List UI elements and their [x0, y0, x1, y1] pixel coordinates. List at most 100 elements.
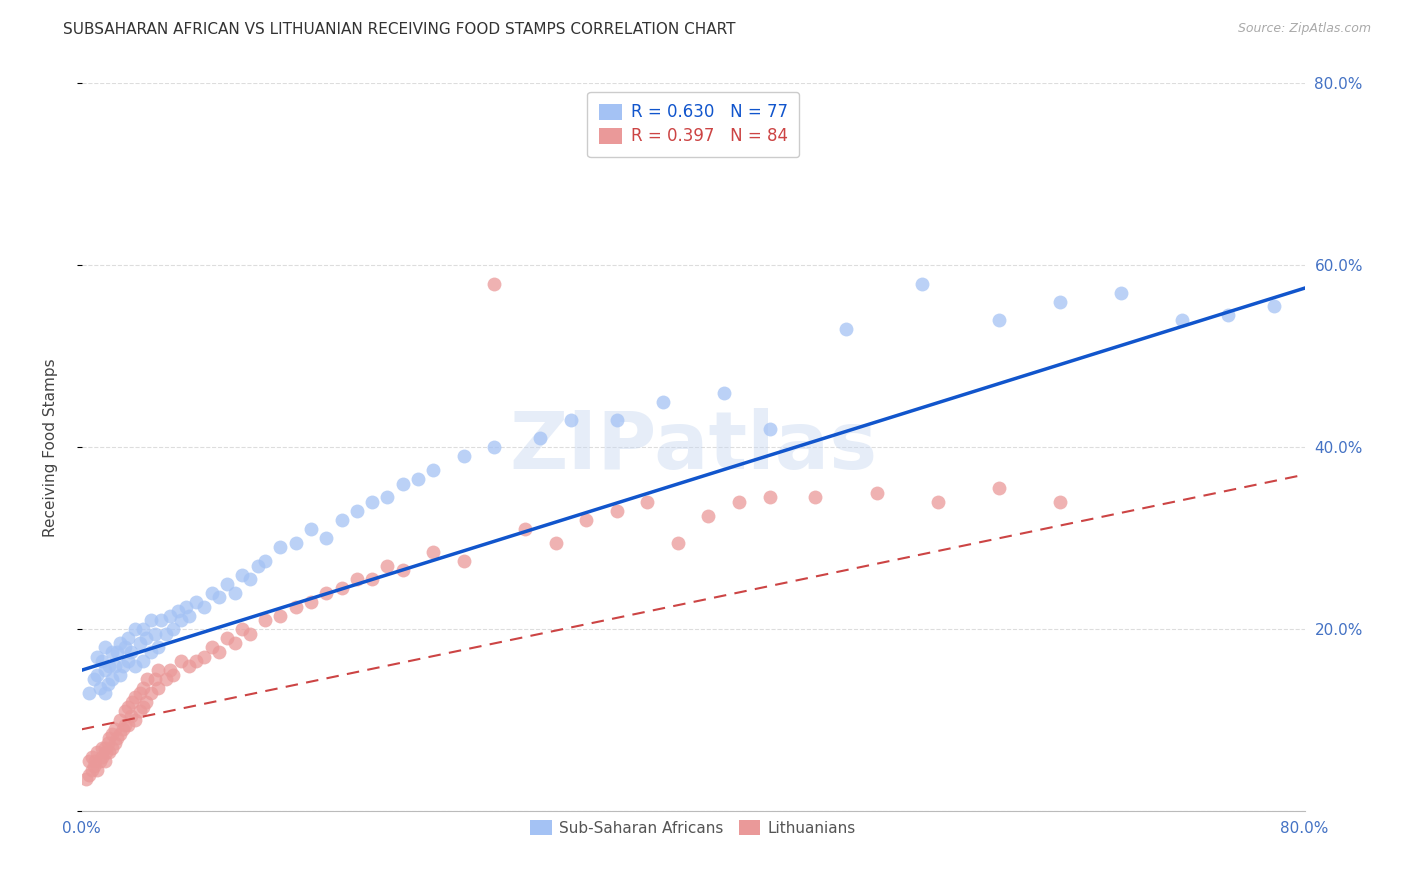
Point	[162, 667, 184, 681]
Point	[215, 632, 238, 646]
Point	[132, 654, 155, 668]
Point	[93, 686, 115, 700]
Point	[193, 649, 215, 664]
Point	[117, 718, 139, 732]
Point	[927, 495, 949, 509]
Point	[104, 723, 127, 737]
Point	[155, 673, 177, 687]
Point	[98, 731, 121, 746]
Point	[254, 554, 277, 568]
Point	[128, 704, 150, 718]
Point	[105, 731, 128, 746]
Point	[132, 681, 155, 696]
Point	[835, 322, 858, 336]
Point	[146, 663, 169, 677]
Point	[90, 654, 112, 668]
Point	[269, 541, 291, 555]
Point	[330, 513, 353, 527]
Text: SUBSAHARAN AFRICAN VS LITHUANIAN RECEIVING FOOD STAMPS CORRELATION CHART: SUBSAHARAN AFRICAN VS LITHUANIAN RECEIVI…	[63, 22, 735, 37]
Point	[86, 667, 108, 681]
Point	[728, 495, 751, 509]
Point	[124, 622, 146, 636]
Point	[231, 567, 253, 582]
Point	[606, 413, 628, 427]
Point	[177, 658, 200, 673]
Point	[146, 640, 169, 655]
Point	[86, 764, 108, 778]
Point	[114, 718, 136, 732]
Point	[377, 558, 399, 573]
Point	[231, 622, 253, 636]
Point	[299, 522, 322, 536]
Point	[150, 613, 173, 627]
Point	[453, 450, 475, 464]
Point	[97, 736, 120, 750]
Point	[86, 745, 108, 759]
Point	[117, 632, 139, 646]
Legend: Sub-Saharan Africans, Lithuanians: Sub-Saharan Africans, Lithuanians	[523, 813, 863, 844]
Point	[174, 599, 197, 614]
Point	[108, 636, 131, 650]
Point	[1109, 285, 1132, 300]
Point	[1263, 299, 1285, 313]
Point	[121, 695, 143, 709]
Point	[82, 749, 104, 764]
Point	[105, 645, 128, 659]
Point	[804, 491, 827, 505]
Point	[254, 613, 277, 627]
Point	[97, 677, 120, 691]
Point	[96, 745, 118, 759]
Point	[1049, 495, 1071, 509]
Point	[201, 640, 224, 655]
Point	[159, 663, 181, 677]
Point	[170, 613, 193, 627]
Point	[93, 640, 115, 655]
Point	[208, 645, 231, 659]
Point	[560, 413, 582, 427]
Point	[135, 632, 157, 646]
Point	[101, 673, 124, 687]
Point	[1218, 309, 1240, 323]
Point	[269, 608, 291, 623]
Point	[758, 491, 780, 505]
Point	[136, 673, 159, 687]
Point	[636, 495, 658, 509]
Point	[422, 463, 444, 477]
Point	[79, 686, 101, 700]
Text: Source: ZipAtlas.com: Source: ZipAtlas.com	[1237, 22, 1371, 36]
Point	[377, 491, 399, 505]
Point	[98, 745, 121, 759]
Point	[239, 627, 262, 641]
Point	[104, 736, 127, 750]
Point	[111, 723, 134, 737]
Point	[79, 754, 101, 768]
Point	[186, 595, 208, 609]
Point	[284, 599, 307, 614]
Point	[246, 558, 269, 573]
Point	[90, 749, 112, 764]
Point	[146, 681, 169, 696]
Point	[315, 586, 337, 600]
Point	[391, 476, 413, 491]
Point	[139, 613, 162, 627]
Point	[208, 591, 231, 605]
Point	[513, 522, 536, 536]
Point	[155, 627, 177, 641]
Point	[346, 504, 368, 518]
Point	[128, 686, 150, 700]
Point	[758, 422, 780, 436]
Point	[120, 708, 142, 723]
Point	[135, 695, 157, 709]
Point	[484, 277, 506, 291]
Point	[124, 713, 146, 727]
Point	[1049, 294, 1071, 309]
Point	[139, 686, 162, 700]
Point	[406, 472, 429, 486]
Point	[128, 636, 150, 650]
Point	[108, 713, 131, 727]
Point	[101, 727, 124, 741]
Point	[1171, 313, 1194, 327]
Y-axis label: Receiving Food Stamps: Receiving Food Stamps	[44, 358, 58, 537]
Point	[453, 554, 475, 568]
Point	[93, 740, 115, 755]
